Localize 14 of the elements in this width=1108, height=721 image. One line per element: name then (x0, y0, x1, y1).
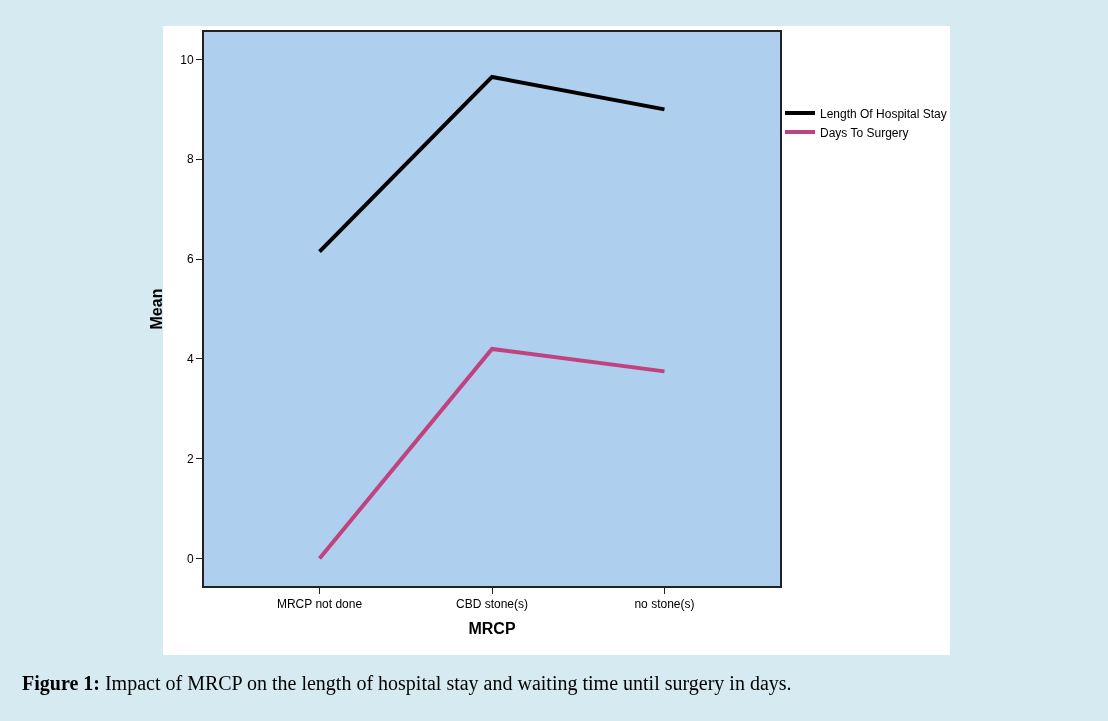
y-tick-label: 0 (186, 551, 194, 566)
y-axis-title: Mean (147, 288, 165, 330)
y-tick-label: 6 (186, 252, 194, 267)
x-tick-label: CBD stone(s) (455, 597, 529, 612)
y-tick-label: 10 (180, 52, 194, 67)
y-tick-label: 2 (186, 451, 194, 466)
x-tick-label: no stone(s) (634, 597, 695, 612)
legend-label: Days To Surgery (820, 125, 909, 140)
y-tick-label: 8 (186, 152, 194, 167)
legend-label: Length Of Hospital Stay (820, 106, 947, 121)
y-tick-label: 4 (186, 352, 194, 367)
caption: Figure 1: Impact of MRCP on the length of hospital stay and waiting time until surgery in days. (22, 672, 792, 695)
x-tick-label: MRCP not done (276, 597, 363, 612)
x-axis-title: MRCP (468, 619, 516, 637)
